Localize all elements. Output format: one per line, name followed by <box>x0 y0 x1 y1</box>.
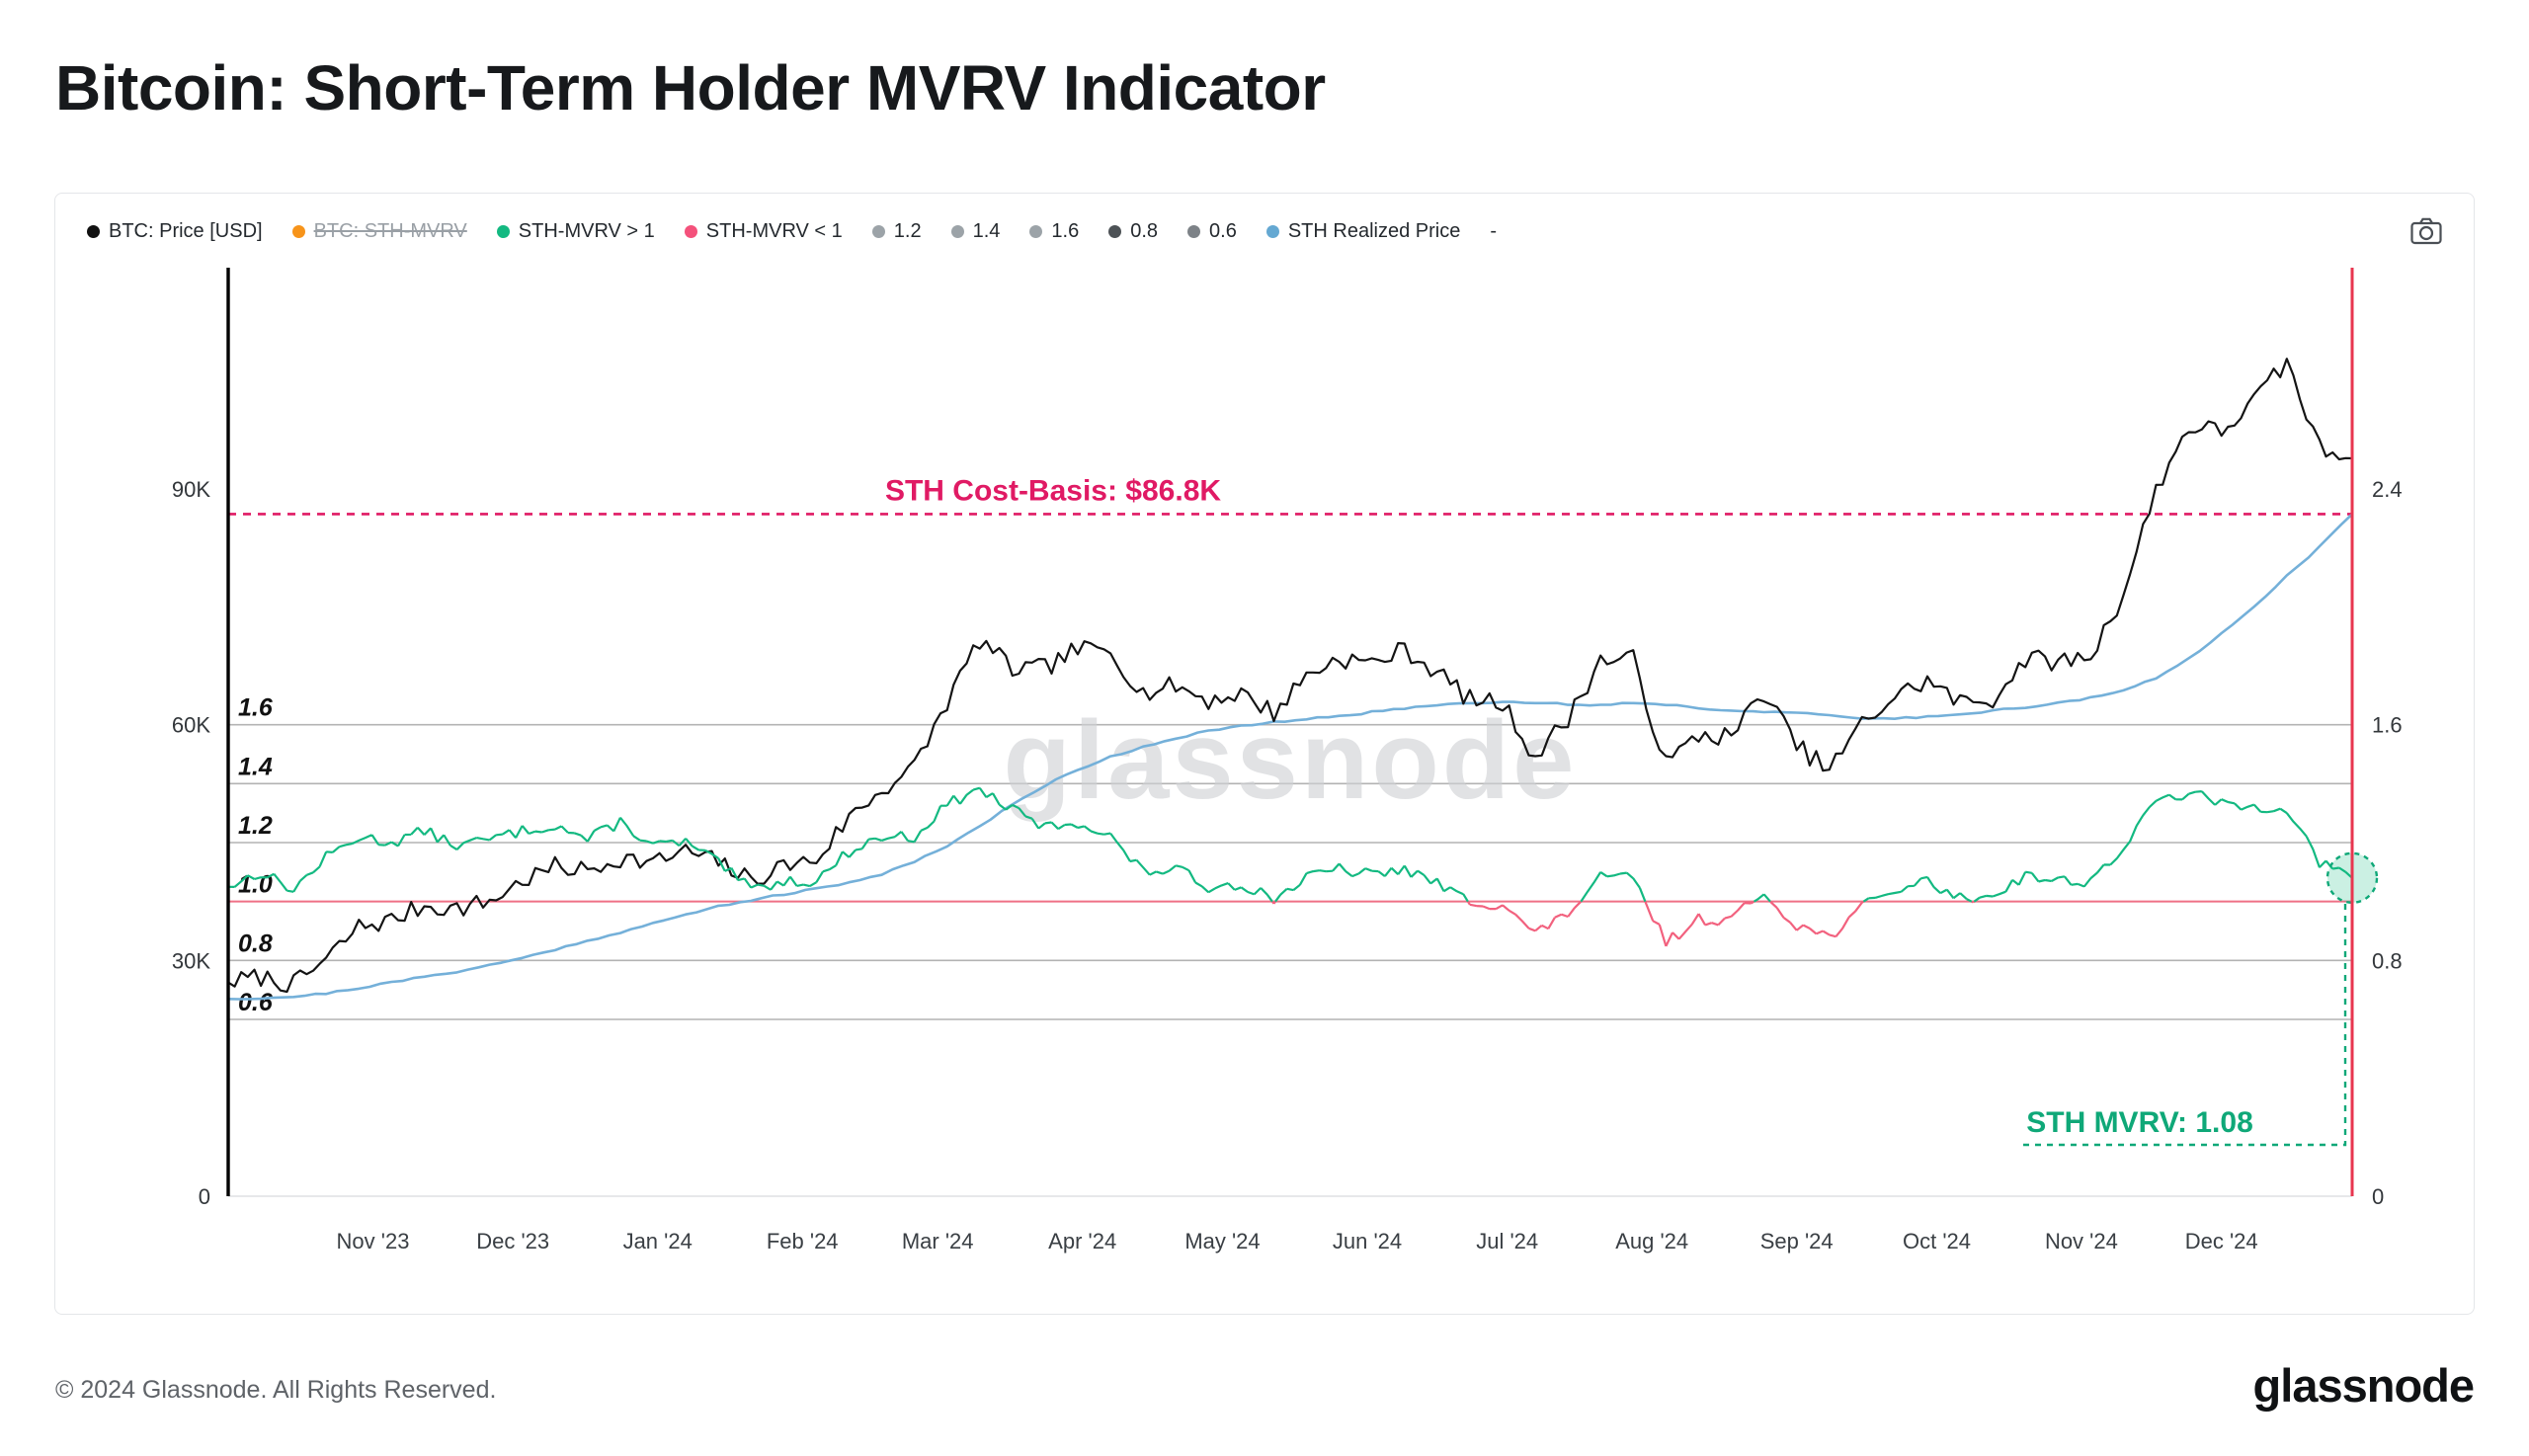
legend-label: STH-MVRV < 1 <box>705 219 843 242</box>
left-axis-tick: 30K <box>172 948 210 973</box>
current-mvrv-label: STH MVRV: 1.08 <box>2026 1106 2253 1139</box>
footer-copyright: © 2024 Glassnode. All Rights Reserved. <box>55 1376 497 1404</box>
legend-label: 1.2 <box>893 219 922 242</box>
legend-label: BTC: Price [USD] <box>109 219 263 242</box>
x-axis-tick: Apr '24 <box>1048 1229 1116 1254</box>
gridline-label-1.6: 1.6 <box>238 694 274 722</box>
right-axis-tick: 0 <box>2372 1184 2384 1209</box>
legend-item-5[interactable]: 1.4 <box>950 219 1001 243</box>
x-axis-tick: Nov '23 <box>337 1229 410 1254</box>
legend-label: STH-MVRV > 1 <box>518 219 655 242</box>
x-axis-tick: May '24 <box>1184 1229 1260 1254</box>
x-axis-tick: Oct '24 <box>1903 1229 1971 1254</box>
legend-item-10[interactable]: - <box>1490 220 1497 243</box>
legend-label: 0.6 <box>1209 219 1237 242</box>
page-title: Bitcoin: Short-Term Holder MVRV Indicato… <box>55 52 1326 123</box>
series-btc-price <box>227 358 2353 994</box>
legend-item-8[interactable]: 0.6 <box>1187 220 1237 243</box>
series-sth-mvrv-below-1 <box>1271 900 1975 947</box>
x-axis-tick: Jun '24 <box>1333 1229 1402 1254</box>
gridline-label-1.2: 1.2 <box>238 812 273 840</box>
right-axis-tick: 2.4 <box>2372 477 2403 502</box>
legend-item-7[interactable]: 0.8 <box>1108 220 1158 243</box>
chart-legend: BTC: Price [USD] BTC: STH-MVRV STH-MVRV > … <box>87 211 2385 251</box>
x-axis-tick: Jan '24 <box>623 1229 693 1254</box>
left-axis-tick: 60K <box>172 713 210 738</box>
legend-item-3[interactable]: STH-MVRV < 1 <box>684 219 843 243</box>
legend-dot <box>87 224 100 238</box>
glassnode-logo: glassnode <box>2252 1359 2475 1412</box>
legend-item-4[interactable]: 1.2 <box>871 219 922 243</box>
series-sth-realized-price <box>227 513 2353 1001</box>
x-axis-tick: Aug '24 <box>1615 1229 1688 1254</box>
right-axis-tick: 1.6 <box>2372 713 2403 738</box>
legend-dot <box>1108 224 1122 238</box>
x-axis-tick: Feb '24 <box>767 1229 839 1254</box>
x-axis-tick: Nov '24 <box>2045 1229 2118 1254</box>
legend-label: 1.6 <box>1051 219 1080 242</box>
legend-dot <box>496 224 510 238</box>
legend-dot <box>684 224 697 238</box>
left-axis-tick: 90K <box>172 477 210 502</box>
current-mvrv-callout-line <box>2023 903 2347 1147</box>
legend-dot <box>871 224 885 238</box>
legend-dot <box>1029 224 1043 238</box>
legend-dot <box>950 224 964 238</box>
legend-item-6[interactable]: 1.6 <box>1029 220 1079 243</box>
cost-basis-label: STH Cost-Basis: $86.8K <box>885 474 1221 507</box>
chart-card: BTC: Price [USD] BTC: STH-MVRV STH-MVRV > … <box>54 193 2475 1315</box>
legend-label: - <box>1490 219 1498 242</box>
x-axis-tick: Dec '23 <box>476 1229 549 1254</box>
x-axis-tick: Sep '24 <box>1760 1229 1834 1254</box>
gridline-label-1.4: 1.4 <box>238 753 273 780</box>
mvrv-chart-canvas[interactable]: 1.6 1.4 1.2 1.0 0.8 0.6 glassnode STH Cost-Basi… <box>55 194 2474 1314</box>
legend-item-1[interactable]: BTC: STH-MVRV <box>291 219 467 243</box>
x-axis-tick: Dec '24 <box>2185 1229 2258 1254</box>
legend-item-2[interactable]: STH-MVRV > 1 <box>496 219 655 243</box>
gridline-label-0.8: 0.8 <box>238 930 273 957</box>
x-axis-tick: Mar '24 <box>902 1229 974 1254</box>
right-axis-tick: 0.8 <box>2372 948 2403 973</box>
gridline-label-0.6: 0.6 <box>238 989 274 1016</box>
gridline-label-1.0: 1.0 <box>238 871 273 899</box>
left-axis-tick: 0 <box>199 1184 210 1209</box>
legend-label: BTC: STH-MVRV <box>313 219 467 242</box>
legend-label: STH Realized Price <box>1287 219 1461 242</box>
x-axis-tick: Jul '24 <box>1476 1229 1538 1254</box>
legend-dot <box>291 224 305 238</box>
glassnode-watermark: glassnode <box>1004 698 1578 822</box>
camera-icon[interactable] <box>2405 211 2448 251</box>
legend-item-9[interactable]: STH Realized Price <box>1265 219 1461 243</box>
legend-label: 0.8 <box>1130 219 1159 242</box>
series-sth-mvrv-above-1 <box>227 786 2353 903</box>
legend-dot <box>1265 224 1279 238</box>
legend-dot <box>1187 224 1201 238</box>
legend-label: 1.4 <box>972 219 1001 242</box>
legend-item-0[interactable]: BTC: Price [USD] <box>87 220 263 243</box>
